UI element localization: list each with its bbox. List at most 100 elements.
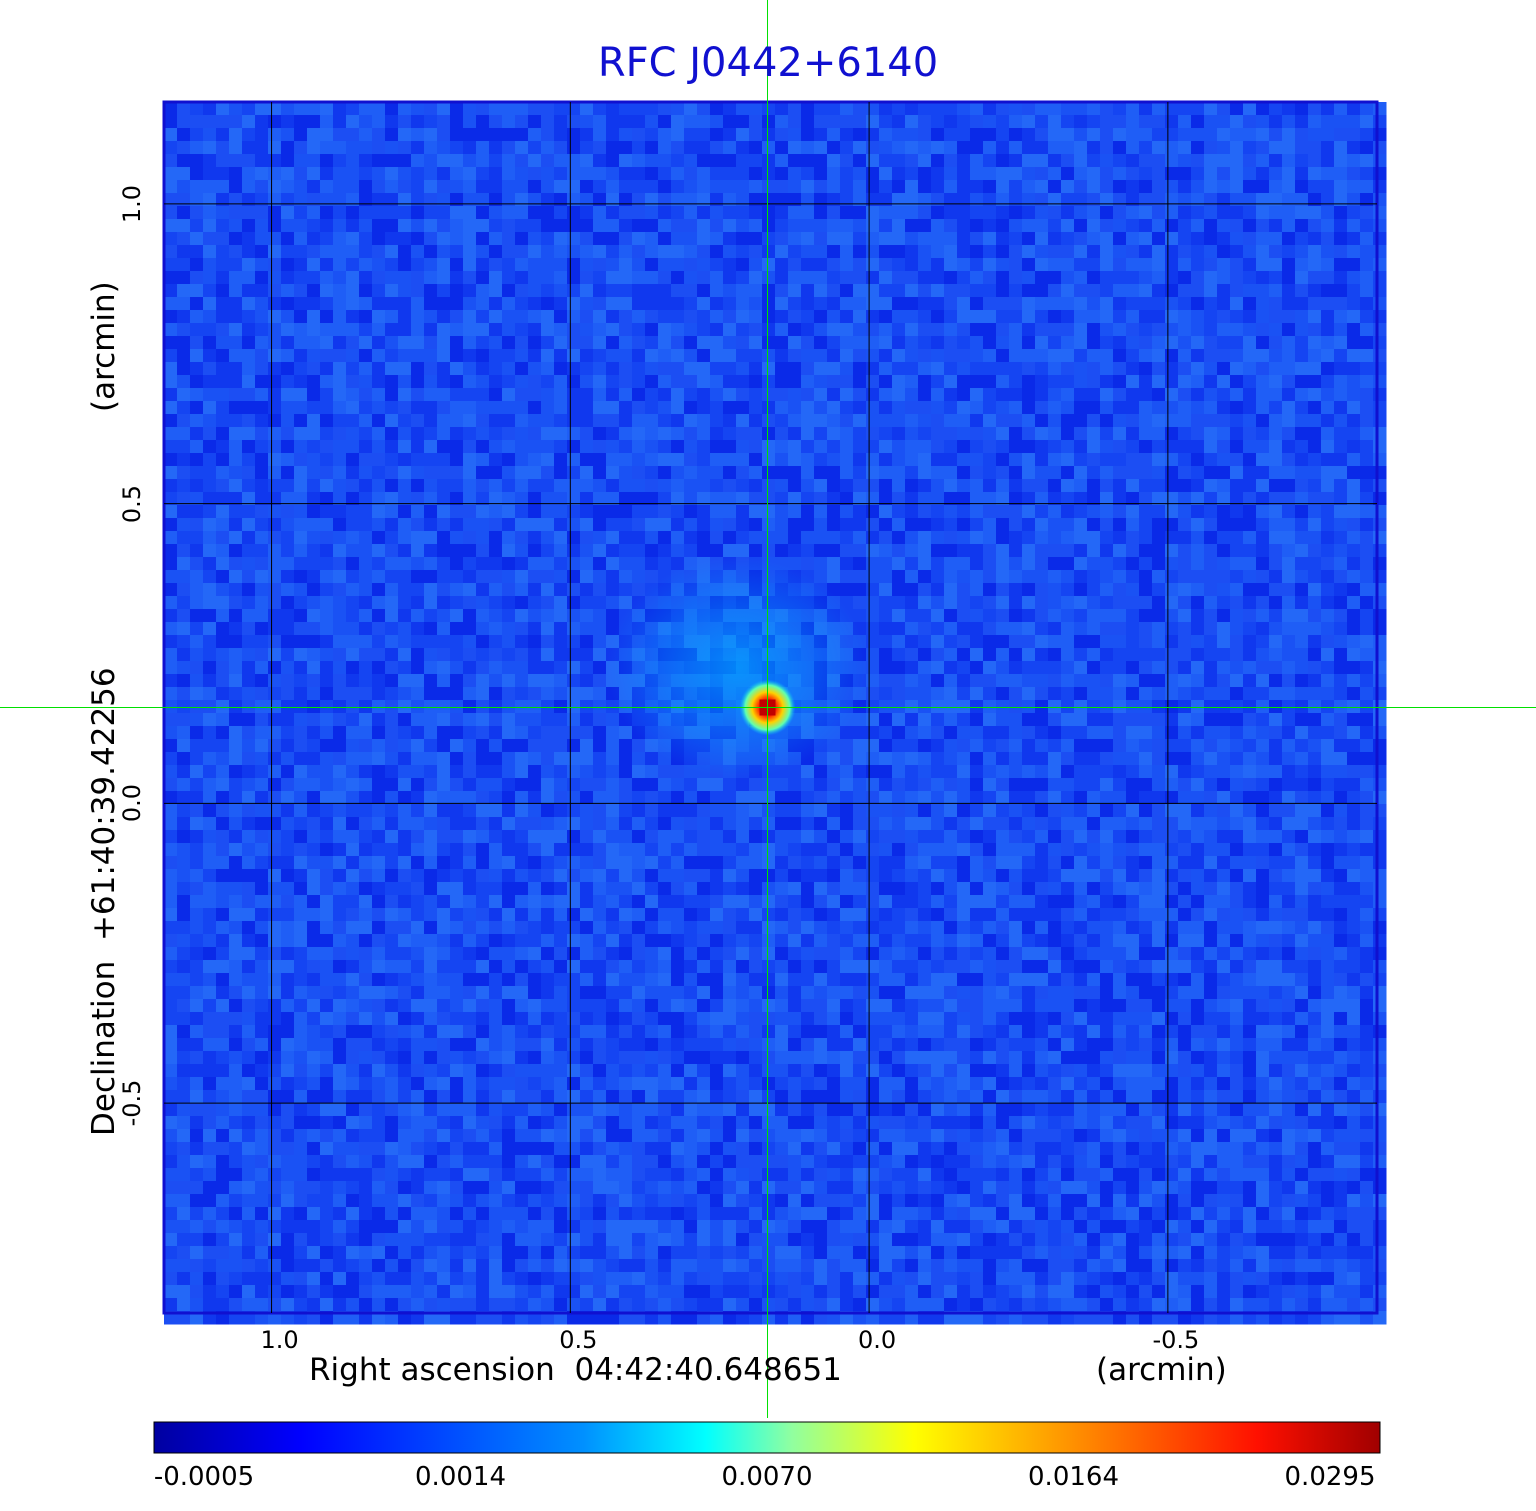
heatmap-cell [1087,609,1101,623]
heatmap-cell [190,362,204,376]
heatmap-cell [216,388,230,402]
heatmap-cell [203,674,217,688]
heatmap-cell [892,648,906,662]
heatmap-cell [684,362,698,376]
heatmap-cell [1061,128,1075,142]
heatmap-cell [827,154,841,168]
heatmap-cell [1074,518,1088,532]
heatmap-cell [424,375,438,389]
heatmap-cell [788,531,802,545]
heatmap-cell [593,765,607,779]
heatmap-cell [957,765,971,779]
heatmap-cell [1087,297,1101,311]
heatmap-cell [827,206,841,220]
heatmap-cell [424,492,438,506]
heatmap-cell [931,206,945,220]
heatmap-cell [1087,323,1101,337]
heatmap-cell [931,700,945,714]
heatmap-cell [450,414,464,428]
heatmap-cell [346,115,360,129]
heatmap-cell [736,297,750,311]
heatmap-cell [632,479,646,493]
heatmap-cell [229,635,243,649]
heatmap-cell [424,102,438,116]
heatmap-cell [502,102,516,116]
heatmap-cell [645,492,659,506]
heatmap-cell [177,479,191,493]
heatmap-cell [827,349,841,363]
heatmap-cell [1048,336,1062,350]
heatmap-cell [1048,102,1062,116]
heatmap-cell [749,479,763,493]
heatmap-cell [619,596,633,610]
heatmap-cell [476,401,490,415]
heatmap-cell [294,167,308,181]
heatmap-cell [866,778,880,792]
heatmap-cell [840,492,854,506]
heatmap-cell [164,414,178,428]
heatmap-cell [1373,141,1387,155]
heatmap-cell [1217,570,1231,584]
heatmap-cell [866,596,880,610]
heatmap-cell [177,440,191,454]
heatmap-cell [307,401,321,415]
heatmap-cell [216,583,230,597]
heatmap-cell [190,440,204,454]
heatmap-cell [1269,284,1283,298]
heatmap-cell [918,336,932,350]
heatmap-cell [658,180,672,194]
heatmap-cell [580,570,594,584]
heatmap-cell [1204,349,1218,363]
heatmap-cell [645,349,659,363]
heatmap-cell [944,323,958,337]
heatmap-cell [1347,739,1361,753]
heatmap-cell [346,531,360,545]
heatmap-cell [346,323,360,337]
heatmap-cell [1139,622,1153,636]
heatmap-cell [333,765,347,779]
heatmap-cell [1048,648,1062,662]
heatmap-cell [814,414,828,428]
heatmap-cell [1269,726,1283,740]
heatmap-cell [164,362,178,376]
heatmap-cell [255,596,269,610]
heatmap-cell [398,713,412,727]
heatmap-cell [541,674,555,688]
heatmap-cell [268,440,282,454]
heatmap-cell [190,596,204,610]
heatmap-cell [1061,479,1075,493]
heatmap-cell [281,362,295,376]
heatmap-cell [255,167,269,181]
heatmap-cell [1217,453,1231,467]
heatmap-cell [1321,336,1335,350]
heatmap-cell [528,232,542,246]
heatmap-cell [814,466,828,480]
heatmap-cell [1152,765,1166,779]
heatmap-cell [164,440,178,454]
heatmap-cell [606,284,620,298]
heatmap-cell [1035,661,1049,675]
heatmap-cell [554,102,568,116]
heatmap-cell [515,609,529,623]
heatmap-cell [229,362,243,376]
heatmap-cell [905,479,919,493]
heatmap-cell [1009,739,1023,753]
heatmap-cell [1269,479,1283,493]
heatmap-cell [658,245,672,259]
heatmap-cell [827,284,841,298]
heatmap-cell [931,102,945,116]
heatmap-cell [1282,570,1296,584]
heatmap-cell [1373,661,1387,675]
heatmap-cell [320,544,334,558]
heatmap-cell [1165,557,1179,571]
heatmap-cell [255,531,269,545]
heatmap-cell [554,609,568,623]
heatmap-cell [619,401,633,415]
heatmap-cell [450,180,464,194]
heatmap-cell [372,141,386,155]
heatmap-cell [723,102,737,116]
heatmap-cell [1373,154,1387,168]
heatmap-cell [554,245,568,259]
heatmap-cell [1139,648,1153,662]
heatmap-cell [164,401,178,415]
